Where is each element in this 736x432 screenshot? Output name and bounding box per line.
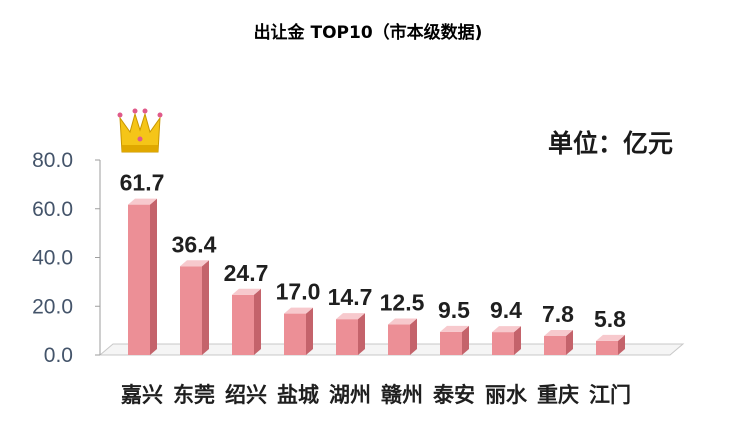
bar-side bbox=[358, 313, 365, 355]
bar-front bbox=[440, 331, 462, 355]
data-label: 61.7 bbox=[120, 170, 165, 196]
x-axis-labels: 嘉兴 东莞 绍兴 盐城 湖州 赣州 泰安 丽水 重庆 江门 bbox=[121, 383, 631, 407]
bar-front bbox=[232, 294, 254, 355]
bar bbox=[232, 288, 261, 355]
x-tick-label: 湖州 bbox=[329, 383, 371, 407]
data-label: 12.5 bbox=[380, 290, 425, 316]
bar-front bbox=[492, 332, 514, 355]
bar-top bbox=[388, 318, 417, 325]
y-tick-label: 0.0 bbox=[44, 344, 73, 367]
bar-side bbox=[410, 318, 417, 355]
bar-side bbox=[202, 260, 209, 355]
data-label: 17.0 bbox=[276, 279, 321, 305]
y-axis: 0.0 20.0 40.0 60.0 80.0 bbox=[32, 149, 101, 367]
data-label: 36.4 bbox=[172, 231, 217, 257]
bar-front bbox=[180, 266, 202, 355]
bar-side bbox=[618, 334, 625, 355]
bar-front bbox=[544, 335, 566, 355]
bars bbox=[128, 198, 625, 355]
bar-top bbox=[492, 326, 521, 333]
crown-jewel bbox=[137, 136, 143, 142]
bar-side bbox=[514, 326, 521, 355]
bar-top bbox=[180, 260, 209, 267]
crown-jewel bbox=[157, 112, 163, 118]
data-label: 14.7 bbox=[328, 284, 373, 310]
bar bbox=[596, 334, 625, 355]
bar-front bbox=[336, 319, 358, 355]
bar bbox=[440, 325, 469, 355]
x-tick-label: 嘉兴 bbox=[121, 383, 163, 407]
y-tick-label: 20.0 bbox=[32, 295, 73, 318]
bar-top bbox=[544, 329, 573, 336]
bar-front bbox=[284, 313, 306, 355]
bar bbox=[128, 198, 157, 355]
data-labels: 61.7 36.4 24.7 17.0 14.7 12.5 9.5 9.4 7.8 5.8 bbox=[120, 170, 627, 332]
crown-body bbox=[119, 112, 161, 153]
bar-side bbox=[254, 288, 261, 355]
x-tick-label: 东莞 bbox=[173, 383, 215, 407]
bar-side bbox=[566, 329, 573, 355]
bar-front bbox=[388, 324, 410, 355]
bar bbox=[388, 318, 417, 355]
x-tick-label: 赣州 bbox=[381, 383, 423, 407]
bar-front bbox=[596, 340, 618, 355]
y-tick-label: 40.0 bbox=[32, 247, 73, 270]
crown-jewel bbox=[117, 112, 123, 118]
data-label: 5.8 bbox=[594, 306, 626, 332]
bar bbox=[336, 313, 365, 355]
crown-band bbox=[122, 145, 158, 152]
bar-top bbox=[596, 334, 625, 341]
bar-top bbox=[440, 325, 469, 332]
bar-top bbox=[232, 288, 261, 295]
chart-title: 出让金 TOP10（市本级数据) bbox=[253, 23, 483, 43]
bar bbox=[284, 307, 313, 355]
x-tick-label: 江门 bbox=[589, 383, 631, 407]
crown-jewel bbox=[132, 108, 138, 114]
x-tick-label: 丽水 bbox=[485, 383, 528, 407]
bar-top bbox=[336, 313, 365, 320]
bar-front bbox=[128, 204, 150, 355]
data-label: 24.7 bbox=[224, 260, 269, 286]
data-label: 9.5 bbox=[438, 297, 470, 323]
y-tick-label: 80.0 bbox=[32, 149, 73, 172]
bar-side bbox=[150, 198, 157, 355]
bar bbox=[492, 326, 521, 355]
bar-top bbox=[128, 198, 157, 205]
x-tick-label: 泰安 bbox=[432, 383, 475, 407]
y-tick-label: 60.0 bbox=[32, 198, 73, 221]
x-tick-label: 绍兴 bbox=[225, 383, 267, 407]
bar-side bbox=[306, 307, 313, 355]
crown-jewel bbox=[142, 108, 148, 114]
crown-icon bbox=[117, 108, 163, 153]
bar-side bbox=[462, 325, 469, 355]
bar-top bbox=[284, 307, 313, 314]
bar bbox=[544, 329, 573, 355]
x-tick-label: 盐城 bbox=[277, 383, 319, 407]
bar bbox=[180, 260, 209, 355]
x-tick-label: 重庆 bbox=[537, 383, 579, 407]
unit-label: 单位：亿元 bbox=[548, 129, 674, 158]
data-label: 9.4 bbox=[490, 297, 522, 323]
data-label: 7.8 bbox=[542, 301, 574, 327]
